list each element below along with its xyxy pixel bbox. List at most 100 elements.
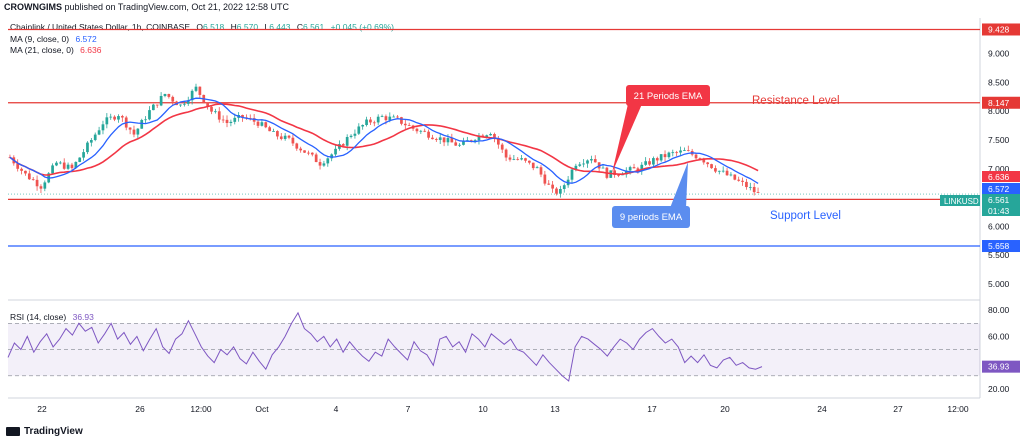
candle-body (535, 167, 539, 169)
open-value: 6.518 (203, 22, 225, 32)
candle-body (698, 158, 702, 160)
tradingview-brand: TradingView (24, 426, 83, 437)
rsi-label: RSI (14, close) (10, 312, 67, 322)
rsi-legend[interactable]: RSI (14, close) 36.93 (10, 312, 94, 322)
rsi-tick-label: 80.00 (988, 305, 1010, 315)
candle-body (268, 127, 272, 132)
candle-body (353, 133, 357, 136)
candle-body (512, 158, 516, 160)
candle-body (593, 159, 597, 163)
candle-body (66, 164, 70, 169)
ma9-line (9, 97, 759, 184)
candle-body (655, 158, 659, 161)
candle-body (361, 125, 365, 127)
rsi-tick-label: 60.00 (988, 331, 1010, 341)
candle-body (93, 134, 97, 141)
candle-body (706, 162, 710, 165)
level-price-badge (982, 240, 1020, 253)
candle-body (24, 170, 27, 174)
candle-body (450, 138, 454, 143)
candle-body (423, 130, 427, 132)
candle-body (380, 116, 384, 118)
price-tick-label: 5.500 (988, 250, 1010, 260)
candle-body (702, 159, 706, 163)
level-price-badge (982, 23, 1020, 36)
price-tick-label: 5.000 (988, 279, 1010, 289)
candle-body (221, 119, 225, 121)
ma21-legend[interactable]: MA (21, close, 0) 6.636 (10, 45, 101, 55)
candle-body (528, 160, 531, 163)
price-tick-label: 7.500 (988, 135, 1010, 145)
candle-body (78, 157, 82, 162)
candle-body (725, 170, 729, 176)
ma9-legend[interactable]: MA (9, close, 0) 6.572 (10, 34, 97, 44)
time-tick-label: 27 (893, 404, 903, 414)
candle-body (334, 148, 337, 155)
change-value: +0.045 (+0.69%) (330, 22, 394, 32)
ema21-callout (626, 85, 710, 106)
candle-body (326, 158, 330, 164)
candle-body (295, 143, 299, 149)
open-label: O (196, 22, 203, 32)
candle-body (671, 152, 675, 154)
candle-body (431, 137, 434, 140)
price-tick-label: 7.000 (988, 164, 1010, 174)
time-tick-label: 22 (37, 404, 47, 414)
candle-body (82, 152, 85, 158)
candle-body (376, 116, 380, 123)
candle-body (555, 188, 558, 194)
candle-body (640, 164, 644, 172)
candle-body (287, 135, 291, 138)
symbol-title: Chainlink / United States Dollar, 1h, CO… (10, 22, 190, 32)
candle-body (586, 160, 589, 164)
candle-body (694, 154, 698, 159)
candle-body (225, 119, 229, 124)
candle-body (186, 100, 190, 104)
candle-body (16, 163, 20, 169)
support-label: Support Level (770, 210, 841, 222)
tradingview-logo-icon (6, 426, 20, 436)
candle-body (469, 140, 473, 142)
candle-body (171, 96, 175, 102)
candle-body (86, 142, 89, 153)
candle-body (574, 165, 578, 170)
candle-body (318, 162, 322, 166)
candle-body (388, 116, 392, 121)
candle-body (617, 174, 620, 176)
candle-body (407, 125, 411, 127)
rsi-value-badge (982, 360, 1020, 373)
candle-body (167, 93, 171, 97)
candle-body (241, 115, 244, 118)
candle-body (120, 116, 124, 118)
candle-body (369, 119, 372, 123)
candle-body (531, 162, 535, 169)
ema21-callout-text: 21 Periods EMA (634, 91, 703, 102)
candle-body (272, 131, 275, 132)
candle-body (458, 144, 461, 146)
candle-body (322, 163, 326, 166)
candle-body (198, 86, 202, 95)
price-badge (982, 171, 1020, 182)
candle-body (721, 170, 725, 172)
candle-body (113, 116, 116, 120)
candle-body (365, 119, 368, 126)
candle-body (152, 104, 155, 111)
price-tick-label: 9.000 (988, 49, 1010, 59)
candle-body (496, 138, 500, 145)
candle-body (663, 154, 667, 158)
candle-body (330, 154, 334, 159)
candle-body (679, 150, 682, 153)
candle-body (384, 116, 388, 121)
candle-body (590, 159, 593, 161)
candle-body (714, 168, 717, 172)
candle-body (403, 123, 407, 126)
candle-body (159, 95, 163, 106)
ema21-callout-pointer (612, 104, 642, 173)
candle-body (310, 152, 314, 155)
low-value: 6.443 (269, 22, 291, 32)
candle-body (648, 161, 651, 165)
candle-body (341, 144, 345, 146)
close-value: 6.561 (302, 22, 325, 32)
tradingview-footer[interactable]: TradingView (6, 426, 83, 437)
